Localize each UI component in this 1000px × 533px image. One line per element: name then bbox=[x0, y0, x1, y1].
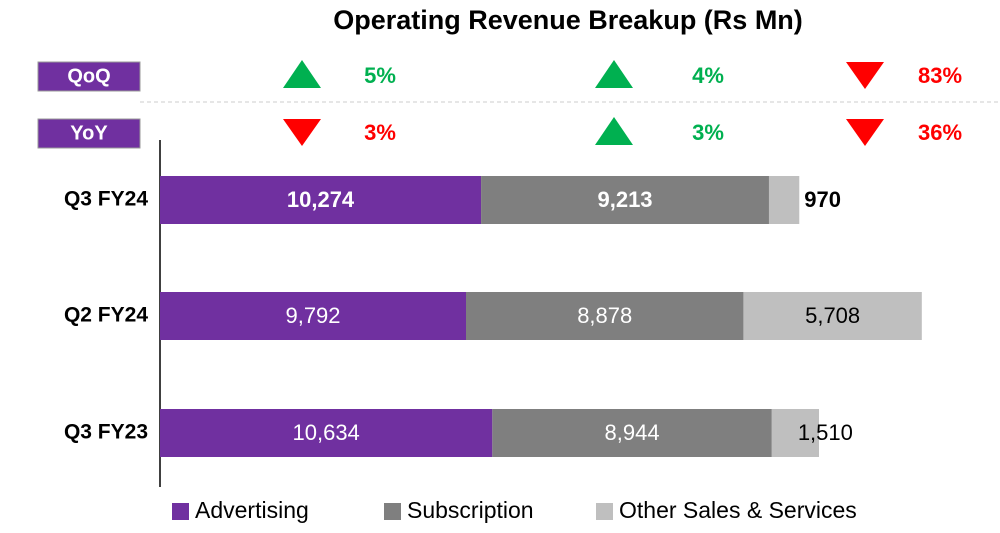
change-text: 5% bbox=[364, 63, 396, 88]
value-label: 9,213 bbox=[597, 187, 652, 212]
value-label: 8,944 bbox=[605, 420, 660, 445]
category-label: Q3 FY23 bbox=[64, 421, 148, 444]
bar-segment bbox=[481, 176, 769, 224]
value-label: 10,634 bbox=[293, 420, 360, 445]
legend-label: Advertising bbox=[195, 497, 309, 523]
legend-swatch bbox=[384, 503, 401, 520]
value-label: 970 bbox=[804, 187, 841, 212]
legend-label: Subscription bbox=[407, 497, 534, 523]
bar-segment bbox=[160, 176, 482, 224]
legend-label: Other Sales & Services bbox=[619, 497, 857, 523]
bar-segment bbox=[743, 292, 922, 340]
arrow-up bbox=[283, 60, 321, 88]
bar-segment bbox=[466, 292, 744, 340]
bar-segment bbox=[160, 409, 493, 457]
legend-swatch bbox=[596, 503, 613, 520]
label-box bbox=[37, 118, 141, 149]
bar-segment bbox=[768, 176, 800, 224]
arrow-down bbox=[846, 62, 884, 89]
arrow-down bbox=[846, 119, 884, 146]
change-text: 83% bbox=[918, 63, 962, 88]
arrow-down bbox=[283, 119, 321, 146]
change-text: 3% bbox=[364, 120, 396, 145]
change-text: 4% bbox=[692, 63, 724, 88]
arrow-up bbox=[595, 117, 633, 145]
value-label: 1,510 bbox=[798, 420, 853, 445]
bar-segment bbox=[160, 292, 466, 340]
change-text: 36% bbox=[918, 120, 962, 145]
value-label: 10,274 bbox=[287, 187, 355, 212]
label-box bbox=[37, 61, 141, 92]
category-label: Q3 FY24 bbox=[64, 188, 148, 211]
category-label: Q2 FY24 bbox=[64, 304, 148, 327]
legend-swatch bbox=[172, 503, 189, 520]
value-label: 8,878 bbox=[577, 303, 632, 328]
comparison-label: QoQ bbox=[67, 65, 110, 87]
value-label: 9,792 bbox=[285, 303, 340, 328]
change-text: 3% bbox=[692, 120, 724, 145]
comparison-label: YoY bbox=[70, 122, 108, 144]
bar-segment bbox=[771, 409, 819, 457]
chart-title: Operating Revenue Breakup (Rs Mn) bbox=[333, 5, 803, 35]
arrow-up bbox=[595, 60, 633, 88]
bar-segment bbox=[492, 409, 772, 457]
value-label: 5,708 bbox=[805, 303, 860, 328]
